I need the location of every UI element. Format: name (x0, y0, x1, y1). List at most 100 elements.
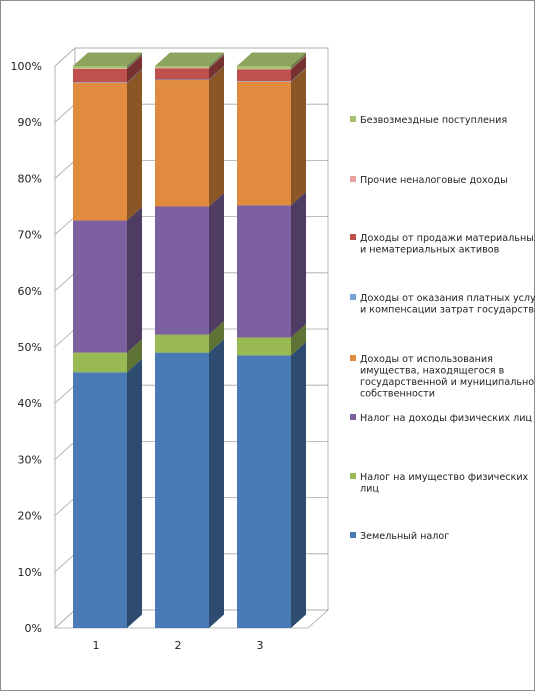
y-tick-label: 10% (18, 566, 42, 579)
legend-swatch (350, 116, 356, 122)
bar-segment (237, 66, 291, 69)
bar-segment (155, 206, 209, 335)
bar-segment-side (209, 66, 224, 207)
bar-segment (237, 205, 291, 338)
y-tick-label: 90% (18, 116, 42, 129)
y-tick-label: 40% (18, 397, 42, 410)
bar-segment (237, 81, 291, 82)
bars (73, 52, 306, 628)
bar-segment (73, 66, 127, 69)
bar-stack-3 (237, 52, 306, 628)
legend-item: Земельный налог (350, 531, 449, 542)
bar-top-cap (237, 52, 306, 66)
bar-segment-side (127, 55, 142, 83)
legend-label: Прочие неналоговые доходы (360, 175, 508, 186)
bar-segment-side (291, 67, 306, 82)
bar-segment (73, 82, 127, 83)
bar-segment (237, 69, 291, 82)
bar-segment-side (209, 54, 224, 80)
bar-segment-side (291, 191, 306, 338)
bar-segment (237, 81, 291, 206)
bar-segment-side (209, 339, 224, 628)
y-axis-tick-labels: 0% 10% 20% 30% 40% 50% 60% 70% 80% 90% 100% (11, 60, 42, 635)
bar-segment (73, 220, 127, 353)
bar-segment (73, 352, 127, 373)
legend-item: Налог на доходы физических лиц (350, 413, 532, 424)
bar-segment (155, 79, 209, 81)
bar-segment-side (127, 69, 142, 221)
legend-label: Безвозмездные поступления (360, 115, 507, 126)
y-tick-label: 80% (18, 172, 42, 185)
bar-segment (155, 80, 209, 207)
bar-segment (155, 68, 209, 80)
legend-swatch (350, 234, 356, 240)
legend-label: Земельный налог (360, 531, 449, 542)
y-tick-label: 20% (18, 510, 42, 523)
legend-label: имущества, находящегося в (360, 366, 505, 377)
bar-segment-side (127, 358, 142, 628)
bar-segment-side (209, 321, 224, 353)
legend-swatch (350, 473, 356, 479)
legend-swatch (350, 414, 356, 420)
bar-segment-side (291, 52, 306, 69)
legend-label: Доходы от оказания платных услуг (360, 293, 535, 304)
y-tick-label: 70% (18, 229, 42, 242)
legend-swatch (350, 294, 356, 300)
bar-segment-side (127, 54, 142, 69)
legend: Безвозмездные поступления Прочие неналого… (350, 115, 535, 542)
legend-label: Доходы от использования (360, 354, 493, 365)
bar-segment-side (209, 54, 224, 69)
bar-segment-side (209, 193, 224, 335)
bar-segment (73, 68, 127, 83)
bar-segment-side (127, 207, 142, 353)
gridline (54, 47, 328, 67)
x-tick-label: 3 (257, 639, 264, 652)
bar-segment-side (127, 68, 142, 83)
y-tick-label: 30% (18, 453, 42, 466)
bar-segment (155, 66, 209, 68)
legend-label: Налог на имущество физических (360, 472, 529, 483)
bar-segment-side (291, 323, 306, 356)
bar-segment (237, 337, 291, 356)
legend-swatch (350, 176, 356, 182)
legend-label: Налог на доходы физических лиц (360, 413, 532, 424)
y-tick-label: 50% (18, 341, 42, 354)
x-tick-label: 1 (93, 639, 100, 652)
bar-segment-side (291, 55, 306, 82)
bar-segment (155, 67, 209, 69)
bar-stack-1 (73, 52, 142, 628)
bar-segment-side (209, 65, 224, 81)
legend-label: и компенсации затрат государства (360, 305, 535, 316)
bar-segment (73, 68, 127, 69)
bar-segment (237, 68, 291, 70)
bar-segment-side (209, 52, 224, 68)
bar-segment-side (291, 55, 306, 70)
x-axis-tick-labels: 1 2 3 (93, 639, 264, 652)
legend-label: собственности (360, 389, 435, 400)
legend-label: Доходы от продажи материальных (360, 233, 535, 244)
y-tick-label: 60% (18, 285, 42, 298)
bar-segment (73, 372, 127, 628)
bar-stack-2 (155, 52, 224, 628)
bar-segment-side (127, 339, 142, 373)
bar-segment (237, 355, 291, 628)
legend-item: Прочие неналоговые доходы (350, 175, 508, 186)
legend-label: и нематериальных активов (360, 245, 500, 256)
bar-segment-side (291, 341, 306, 628)
bar-segment (155, 334, 209, 353)
bar-top-cap (155, 52, 224, 66)
bar-top-cap (73, 52, 142, 66)
legend-swatch (350, 532, 356, 538)
bar-segment-side (127, 52, 142, 69)
legend-swatch (350, 355, 356, 361)
y-tick-label: 100% (11, 60, 42, 73)
legend-label: лиц (360, 484, 379, 495)
legend-label: государственной и муниципальной (360, 377, 535, 388)
x-tick-label: 2 (175, 639, 182, 652)
legend-item: Безвозмездные поступления (350, 115, 507, 126)
bar-segment (155, 352, 209, 628)
